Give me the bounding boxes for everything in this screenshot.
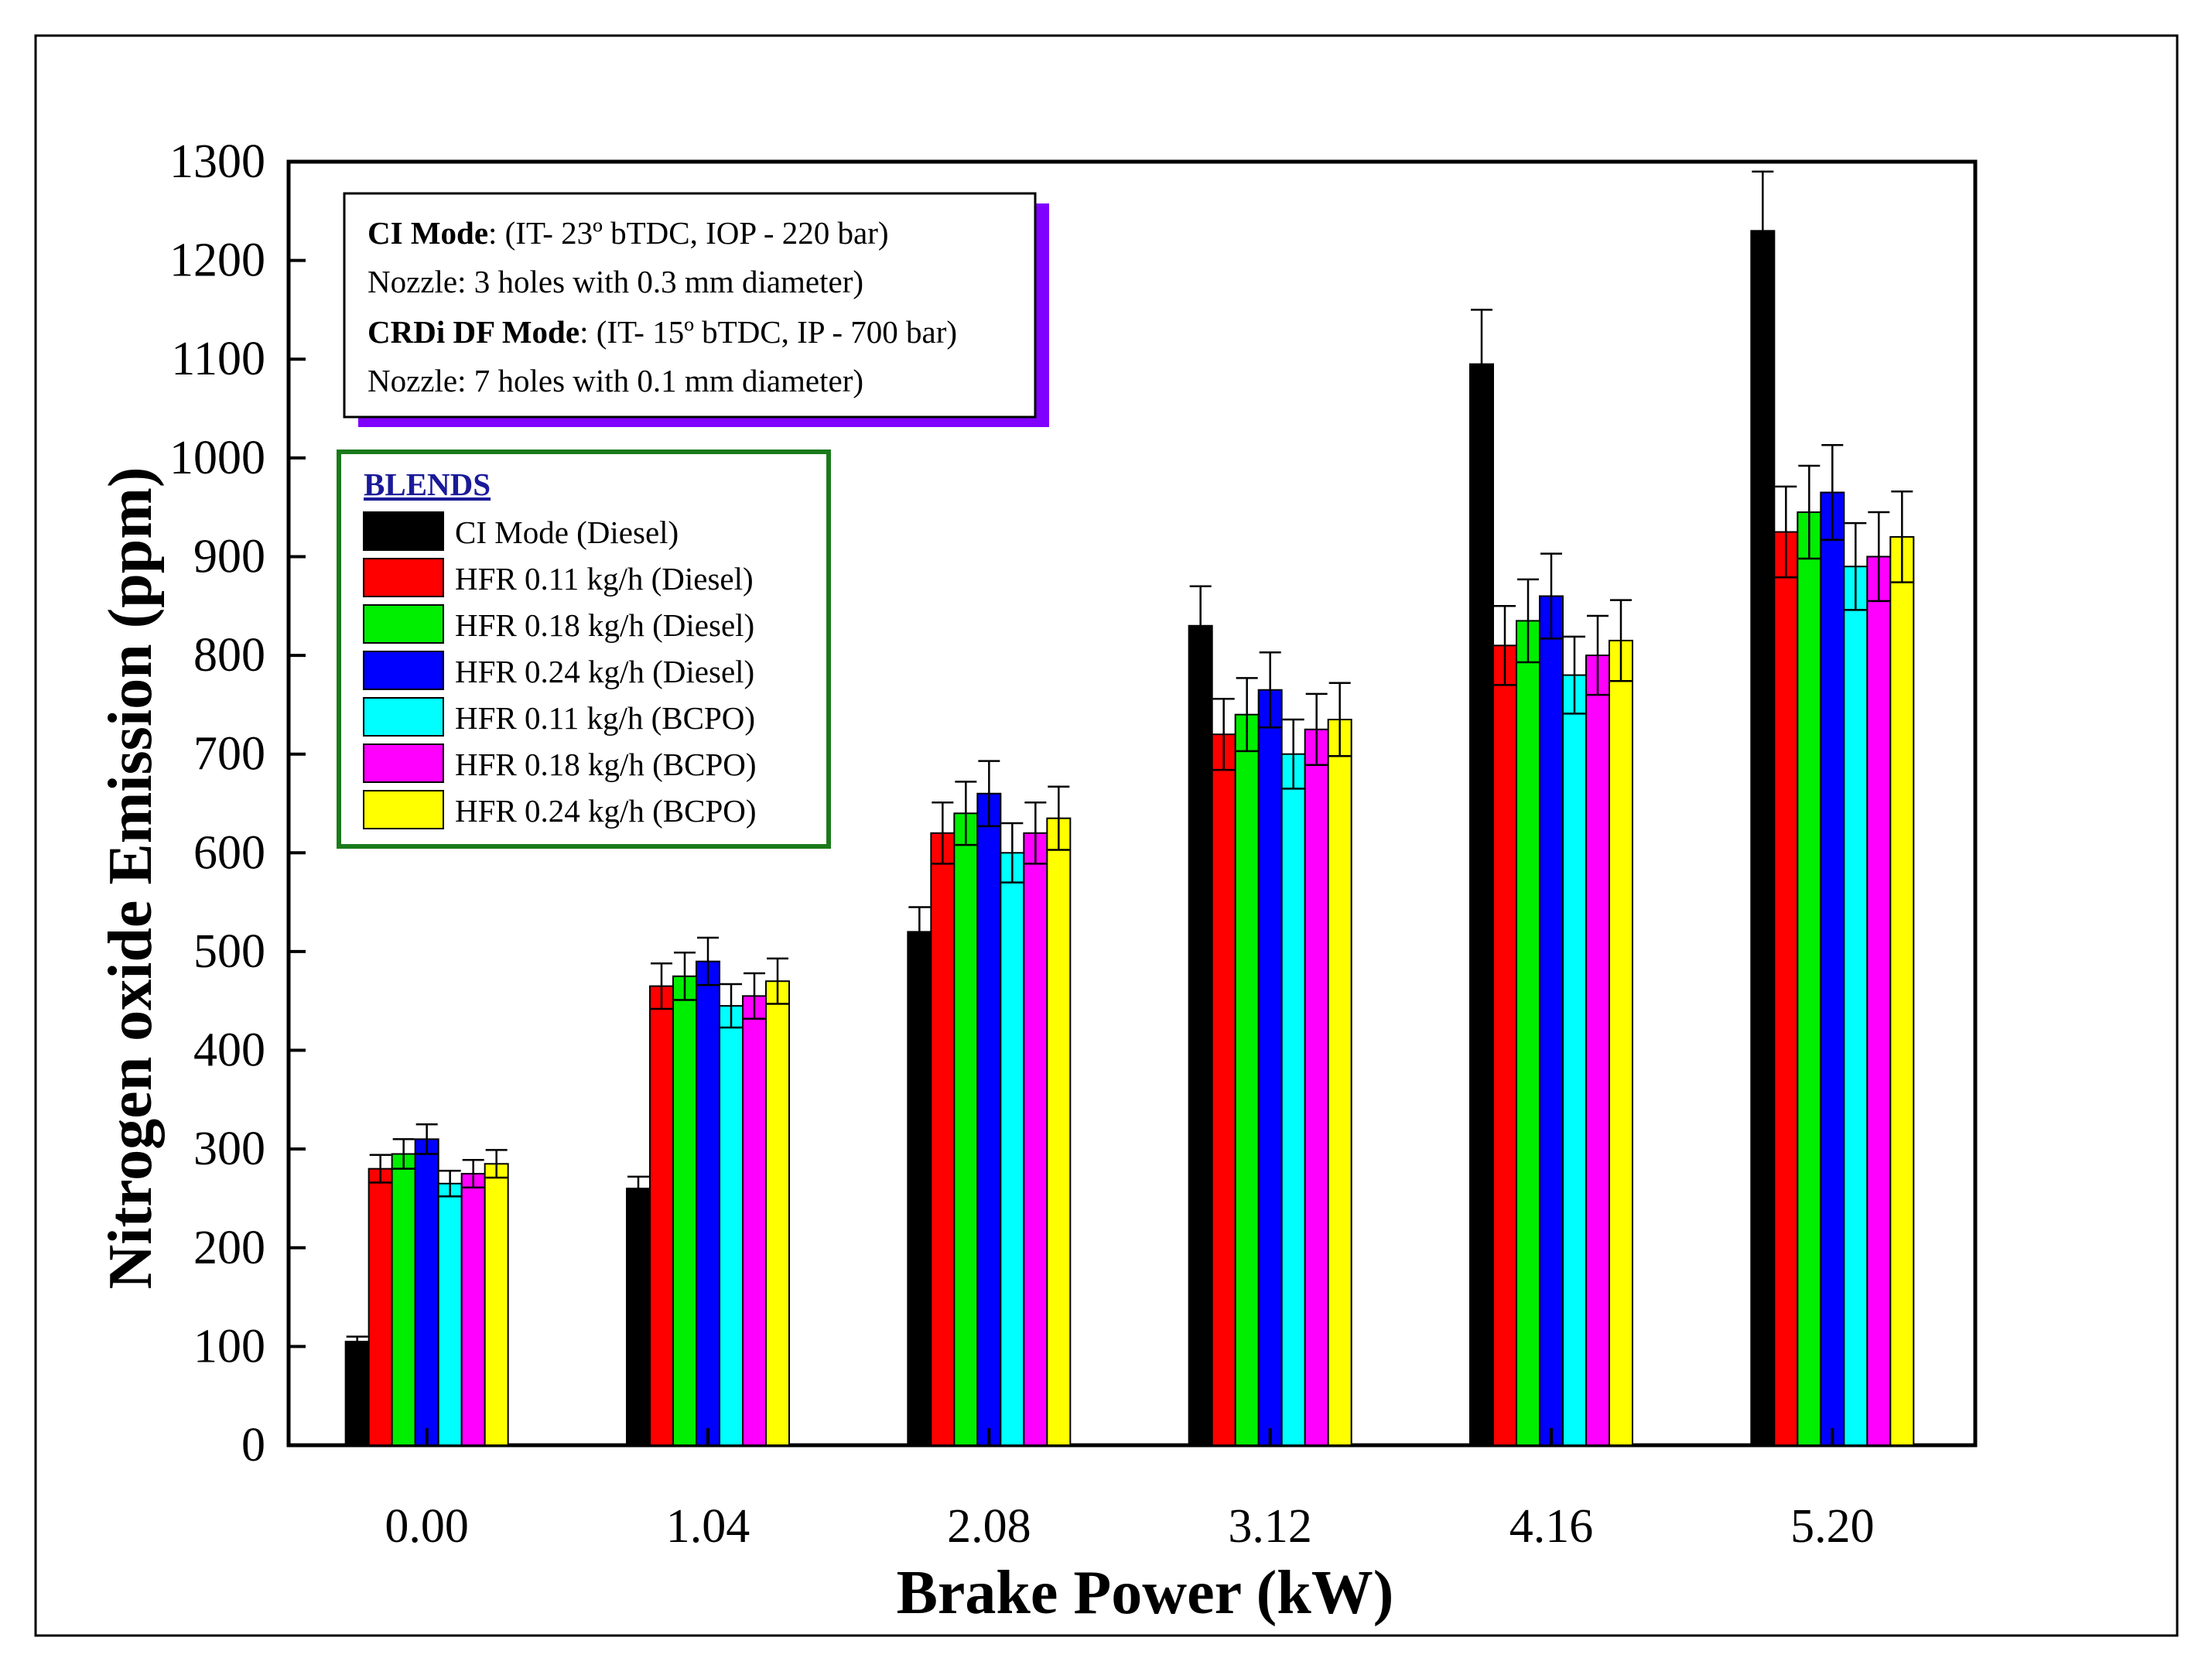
annotation-line-2: Nozzle: 3 holes with 0.3 mm diameter)	[368, 264, 863, 299]
x-tick-label: 5.20	[1790, 1500, 1875, 1553]
bar	[1609, 639, 1633, 1447]
y-tick-label: 1000	[169, 432, 265, 484]
legend-label: HFR 0.18 kg/h (BCPO)	[455, 747, 757, 782]
legend-label: CI Mode (Diesel)	[455, 514, 679, 550]
bar	[391, 1153, 416, 1447]
y-tick-label: 300	[193, 1123, 265, 1175]
bar	[649, 985, 674, 1447]
bar	[1000, 852, 1025, 1447]
legend-label: HFR 0.18 kg/h (Diesel)	[455, 607, 754, 643]
x-tick-label: 3.12	[1228, 1500, 1312, 1553]
annotation-box: CI Mode: (IT- 23º bTDC, IOP - 220 bar) N…	[343, 192, 1049, 427]
legend-label: HFR 0.11 kg/h (BCPO)	[455, 700, 755, 736]
bar	[1750, 230, 1776, 1446]
x-tick-label: 2.08	[947, 1500, 1031, 1553]
bar	[344, 1341, 370, 1447]
bar	[1492, 644, 1517, 1446]
legend-items: CI Mode (Diesel) HFR 0.11 kg/h (Diesel) HF…	[363, 511, 757, 829]
bar	[1234, 713, 1260, 1446]
legend-swatch	[363, 511, 444, 551]
bar	[414, 1138, 439, 1447]
x-axis-title: Brake Power (kW)	[897, 1559, 1394, 1627]
x-tick-label: 4.16	[1509, 1500, 1594, 1553]
annotation-line-4: Nozzle: 7 holes with 0.1 mm diameter)	[368, 363, 863, 398]
legend-swatch	[363, 790, 444, 829]
bar	[1562, 674, 1587, 1446]
bar	[907, 931, 932, 1446]
legend-swatch	[363, 743, 444, 783]
bar	[368, 1167, 393, 1446]
bar	[1304, 728, 1329, 1446]
axes	[289, 160, 1834, 1447]
bar	[672, 975, 697, 1446]
annotation-line-3: CRDi DF Mode: (IT- 15º bTDC, IP - 700 ba…	[368, 314, 957, 350]
bar	[1797, 511, 1822, 1446]
bar	[484, 1163, 509, 1446]
bar	[1211, 733, 1236, 1446]
legend-title: BLENDS	[364, 467, 491, 502]
legend-label: HFR 0.11 kg/h (Diesel)	[455, 561, 754, 597]
y-tick-label: 200	[193, 1222, 265, 1274]
y-tick-label: 700	[193, 728, 265, 781]
bar	[1280, 753, 1306, 1446]
y-tick-label: 400	[193, 1024, 265, 1077]
bar	[1773, 531, 1799, 1446]
x-tick-label: 0.00	[385, 1500, 469, 1553]
y-tick-label: 1300	[169, 135, 265, 188]
bar	[1889, 535, 1915, 1446]
bar	[1516, 620, 1540, 1447]
annotation-frame	[343, 192, 1037, 419]
bar	[1866, 555, 1892, 1446]
y-tick-labels: 0 100 200 300 400 500 600 700 800 900 1000 1100 1200…	[169, 135, 265, 1472]
y-tick-label: 800	[193, 629, 265, 682]
legend-label: HFR 0.24 kg/h (BCPO)	[455, 793, 757, 829]
legend-frame	[337, 450, 831, 849]
legend-swatch	[363, 697, 444, 737]
bar	[1257, 689, 1283, 1446]
bar	[1585, 655, 1610, 1446]
bar	[765, 980, 790, 1446]
y-tick-label: 0	[241, 1419, 265, 1472]
legend-label: HFR 0.24 kg/h (Diesel)	[455, 654, 754, 689]
x-tick-labels: 0.00 1.04 2.08 3.12 4.16 5.20	[385, 1500, 1874, 1553]
bar	[460, 1173, 486, 1447]
bar	[1469, 363, 1494, 1446]
bar	[719, 1005, 744, 1447]
y-tick-label: 1200	[169, 234, 265, 287]
bar	[1023, 832, 1048, 1447]
bar	[742, 995, 767, 1446]
x-tick-label: 1.04	[666, 1500, 750, 1553]
legend: BLENDS CI Mode (Diesel) HFR 0.11 kg/h (Di…	[337, 450, 831, 849]
bar	[696, 960, 720, 1446]
bar	[437, 1182, 463, 1446]
bar	[1539, 595, 1564, 1446]
legend-swatch	[363, 604, 444, 644]
bar	[1327, 719, 1352, 1446]
y-tick-label: 1100	[171, 333, 265, 385]
bars	[344, 170, 1915, 1447]
bar	[1820, 491, 1845, 1446]
bar	[1843, 566, 1868, 1447]
y-tick-label: 600	[193, 826, 265, 879]
bar	[930, 832, 956, 1447]
bar	[1046, 817, 1072, 1446]
bar	[976, 792, 1002, 1446]
y-tick-label: 100	[193, 1320, 265, 1372]
annotation-line-1: CI Mode: (IT- 23º bTDC, IOP - 220 bar)	[368, 215, 889, 251]
y-axis-title: Nitrogen oxide Emission (ppm)	[97, 467, 165, 1289]
bar	[626, 1188, 651, 1446]
y-tick-label: 500	[193, 925, 265, 978]
bar	[1188, 624, 1213, 1446]
y-tick-label: 900	[193, 530, 265, 583]
legend-swatch	[363, 558, 444, 597]
bar	[953, 812, 979, 1447]
legend-swatch	[363, 651, 444, 690]
